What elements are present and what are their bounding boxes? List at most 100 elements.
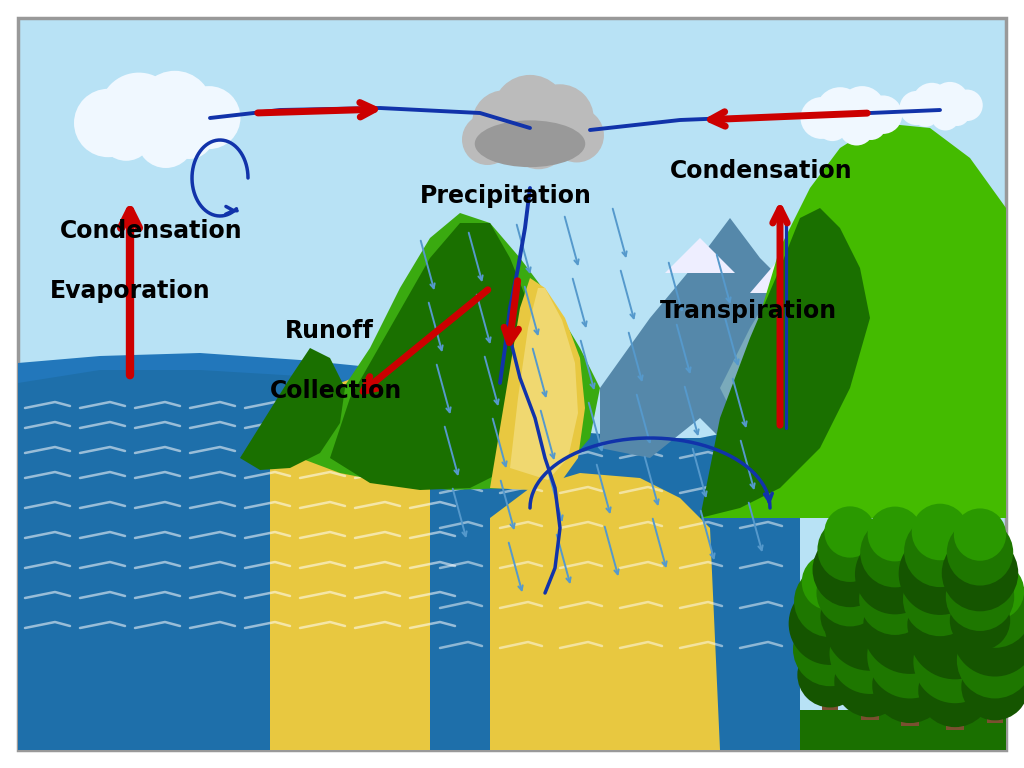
Circle shape — [913, 620, 996, 703]
Circle shape — [878, 545, 943, 611]
Circle shape — [862, 578, 957, 674]
Circle shape — [904, 515, 976, 587]
Bar — [946, 680, 964, 730]
Bar — [901, 674, 920, 726]
Circle shape — [859, 563, 931, 635]
Circle shape — [177, 86, 241, 149]
Circle shape — [839, 86, 885, 132]
Circle shape — [137, 71, 213, 147]
Polygon shape — [490, 473, 720, 750]
Circle shape — [953, 508, 1007, 561]
Text: Condensation: Condensation — [670, 159, 853, 183]
Circle shape — [931, 101, 959, 131]
Circle shape — [830, 561, 909, 641]
Circle shape — [788, 582, 871, 665]
Circle shape — [956, 622, 1024, 698]
Circle shape — [899, 91, 934, 125]
Circle shape — [855, 535, 935, 614]
Bar — [800, 710, 1006, 750]
Circle shape — [863, 592, 927, 656]
Circle shape — [946, 562, 1014, 631]
Circle shape — [820, 587, 880, 646]
Circle shape — [835, 646, 905, 717]
Circle shape — [816, 108, 849, 141]
Circle shape — [864, 95, 902, 134]
Circle shape — [824, 581, 915, 670]
Circle shape — [872, 647, 948, 723]
Circle shape — [839, 111, 874, 145]
Circle shape — [794, 565, 866, 637]
Circle shape — [493, 75, 567, 150]
Text: Evaporation: Evaporation — [50, 279, 211, 303]
Circle shape — [462, 114, 513, 165]
Circle shape — [839, 549, 901, 611]
Circle shape — [911, 504, 969, 561]
Circle shape — [824, 506, 876, 558]
Bar — [843, 607, 857, 648]
Circle shape — [509, 110, 568, 169]
Circle shape — [867, 507, 923, 561]
Polygon shape — [300, 213, 600, 490]
Polygon shape — [240, 348, 345, 470]
Circle shape — [802, 554, 858, 611]
Bar — [887, 614, 903, 658]
Polygon shape — [665, 238, 735, 273]
Circle shape — [951, 90, 983, 121]
Bar — [861, 671, 879, 720]
Bar — [932, 615, 948, 660]
Circle shape — [931, 82, 969, 120]
Circle shape — [801, 97, 843, 139]
Text: Collection: Collection — [270, 379, 402, 403]
Circle shape — [550, 108, 604, 163]
Bar — [973, 611, 987, 653]
Polygon shape — [18, 363, 430, 750]
Circle shape — [962, 653, 1024, 720]
Circle shape — [816, 88, 864, 136]
Circle shape — [74, 89, 142, 157]
Circle shape — [958, 574, 1024, 648]
Circle shape — [99, 73, 178, 152]
Text: Precipitation: Precipitation — [420, 184, 592, 208]
Circle shape — [855, 109, 887, 140]
Circle shape — [867, 613, 952, 698]
Circle shape — [944, 101, 970, 126]
Circle shape — [793, 612, 867, 686]
Polygon shape — [600, 218, 1006, 488]
Polygon shape — [720, 278, 860, 448]
Circle shape — [817, 517, 883, 582]
Bar — [987, 677, 1004, 723]
Polygon shape — [430, 398, 800, 750]
Circle shape — [868, 558, 951, 642]
Circle shape — [812, 532, 888, 607]
Circle shape — [924, 554, 987, 617]
Circle shape — [914, 568, 995, 648]
Circle shape — [829, 613, 910, 694]
Polygon shape — [270, 358, 430, 750]
Circle shape — [472, 90, 537, 155]
Polygon shape — [490, 278, 585, 490]
Circle shape — [137, 111, 195, 168]
Text: Transpiration: Transpiration — [660, 299, 838, 323]
Circle shape — [952, 591, 1024, 677]
Polygon shape — [700, 208, 870, 518]
Polygon shape — [510, 288, 578, 480]
Circle shape — [860, 518, 930, 588]
Circle shape — [947, 519, 1013, 585]
Circle shape — [907, 592, 973, 657]
Polygon shape — [18, 353, 430, 390]
Bar — [822, 665, 838, 710]
Circle shape — [908, 586, 1001, 680]
Circle shape — [903, 562, 977, 636]
Circle shape — [899, 532, 981, 615]
Polygon shape — [700, 123, 1006, 518]
Circle shape — [798, 642, 862, 707]
Circle shape — [525, 84, 594, 152]
Circle shape — [912, 100, 939, 127]
Circle shape — [912, 83, 951, 122]
Circle shape — [816, 559, 884, 627]
Circle shape — [942, 535, 1018, 611]
Circle shape — [919, 654, 991, 727]
Ellipse shape — [475, 121, 586, 167]
Text: Runoff: Runoff — [285, 319, 374, 343]
Circle shape — [950, 591, 1011, 650]
